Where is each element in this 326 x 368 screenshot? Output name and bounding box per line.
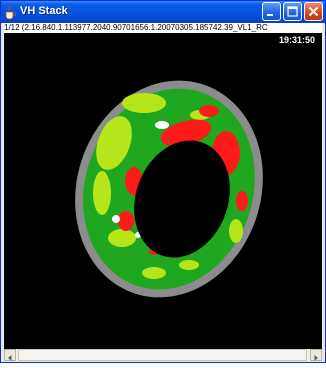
timestamp-label: 19:31:50 (278, 35, 315, 45)
title-bar[interactable]: VH Stack (1, 1, 325, 23)
close-icon (308, 6, 319, 17)
image-info-line: 1/12 (2.16.840.1.113977.2040.90701656.1.… (4, 23, 322, 33)
close-button[interactable] (304, 2, 323, 21)
java-coffee-icon (5, 5, 16, 19)
window-title: VH Stack (20, 5, 68, 17)
scroll-right-button[interactable] (310, 349, 322, 361)
arrow-right-icon (314, 355, 318, 361)
scrollbar-thumb[interactable] (18, 349, 307, 361)
maximize-button[interactable] (283, 2, 302, 21)
arrow-left-icon (8, 355, 12, 361)
minimize-button[interactable] (262, 2, 281, 21)
scroll-left-button[interactable] (4, 349, 16, 361)
horizontal-scrollbar[interactable] (4, 349, 322, 361)
maximize-icon (287, 6, 298, 17)
vessel-cross-section-image (75, 80, 263, 298)
minimize-icon (267, 14, 273, 16)
image-canvas[interactable]: 19:31:50 (4, 33, 322, 349)
